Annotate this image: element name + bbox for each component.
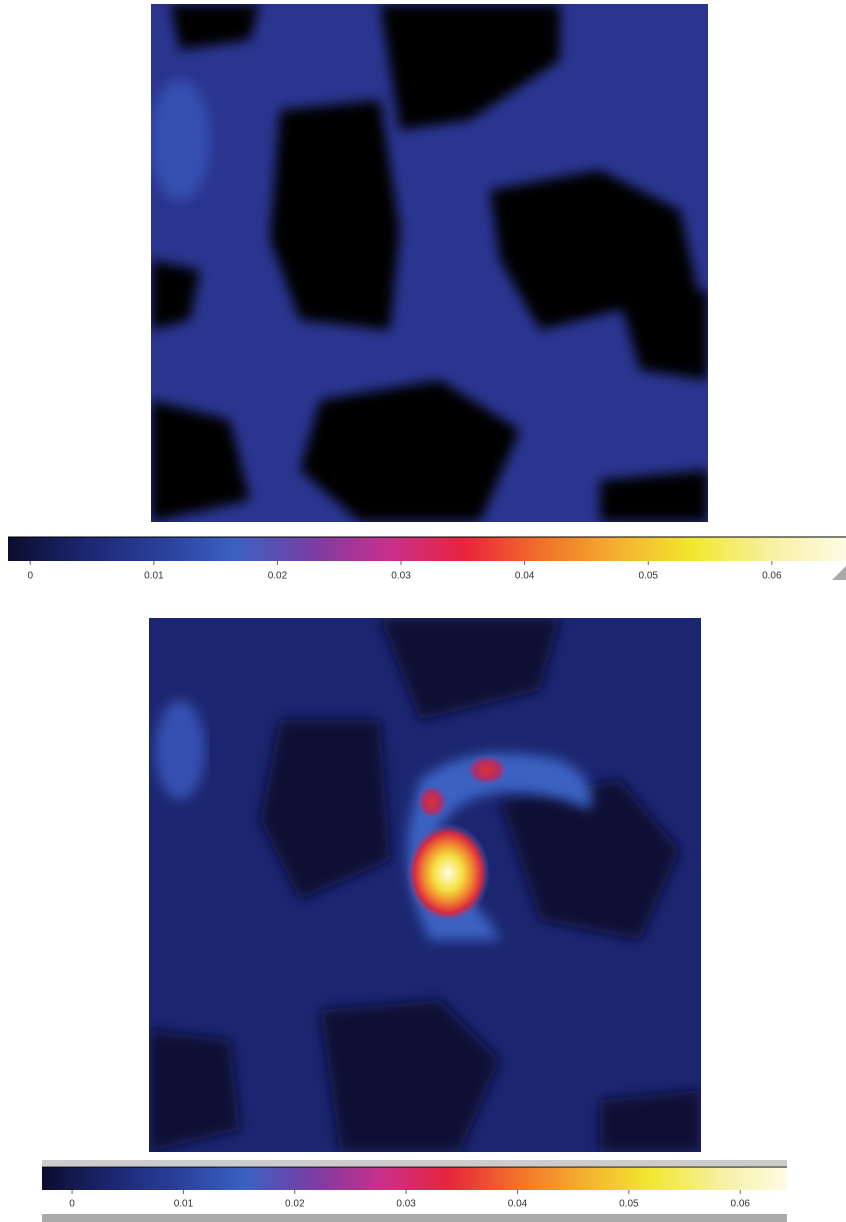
colorbar [42,1167,787,1190]
tick-label: 0 [27,571,33,582]
tick-label: 0.01 [144,571,164,582]
figure: 0 0.01 0.02 0.03 0.04 0.05 0.06 0 0.01 0.02 0.03 0.… [0,0,846,1222]
tick-label: 0.05 [639,571,659,582]
tick-label: 0.05 [619,1199,639,1210]
tick-label: 0.01 [174,1199,194,1210]
map-image [149,618,701,1152]
tick-label: 0.06 [730,1199,750,1210]
tick-label: 0.02 [268,571,288,582]
tick-label: 0 [69,1199,75,1210]
tick-label: 0.03 [391,571,411,582]
colorbar [8,537,846,561]
tick-label: 0.04 [515,571,535,582]
strip [42,1160,787,1166]
map-image [150,4,708,522]
page: {"chart_data": [ {"type": "colorbar", "z… [0,0,846,1222]
tick-label: 0.02 [285,1199,305,1210]
extend-marker [832,566,846,580]
tick-label: 0.06 [762,571,782,582]
tick-label: 0.04 [508,1199,528,1210]
strip [42,1214,787,1222]
tick-label: 0.03 [396,1199,416,1210]
